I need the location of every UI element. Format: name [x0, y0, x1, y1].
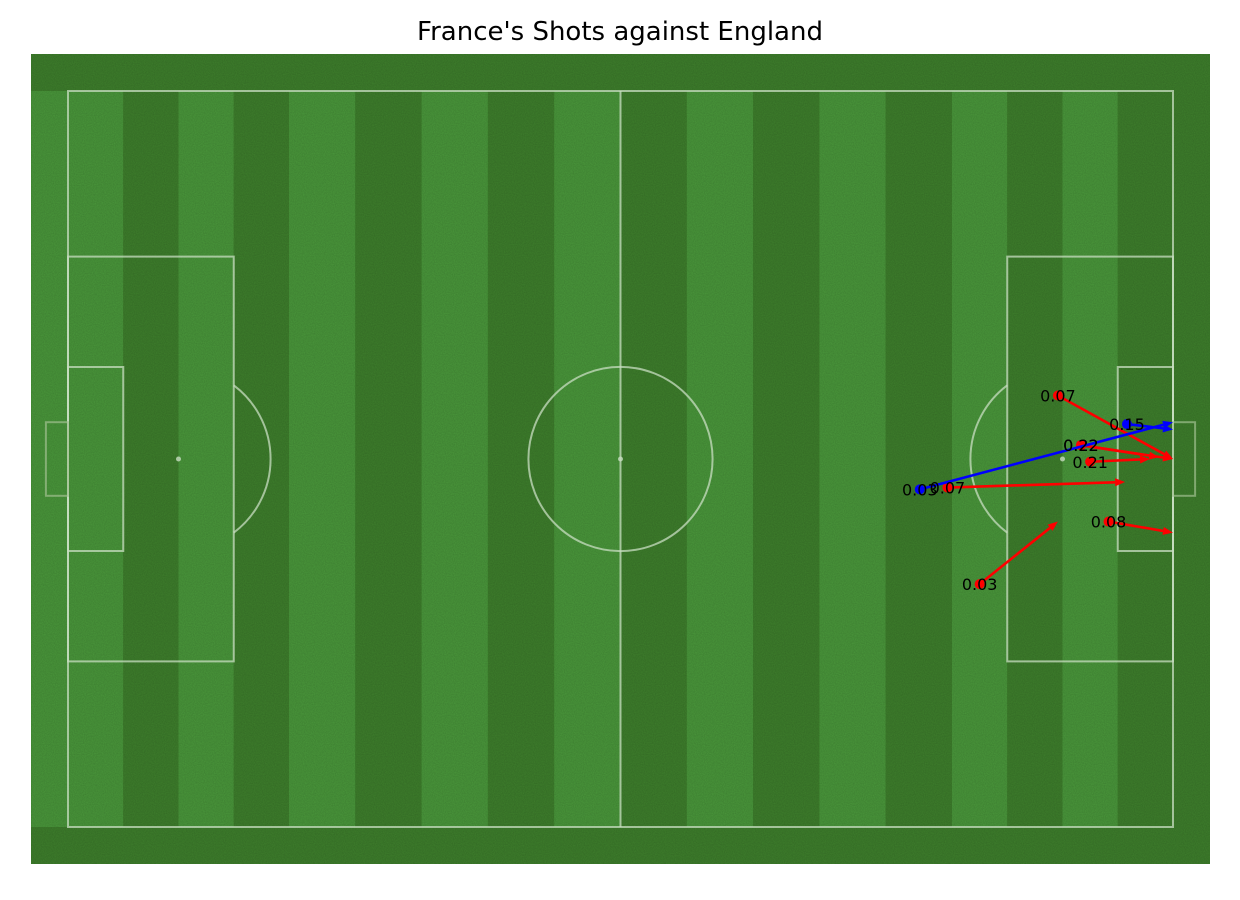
shot-arrow-1-1 [919, 423, 1164, 491]
shot-xg-label-0-4: 0.07 [930, 479, 966, 498]
shot-origin-point-1-0 [1121, 419, 1132, 430]
shot-xg-label-0-1: 0.22 [1063, 436, 1099, 455]
shot-labels-layer: 0.070.220.220.210.070.080.030.150.03 [902, 387, 1145, 595]
shot-origin-point-0-6 [974, 579, 985, 590]
shot-arrowhead-1-1 [1162, 420, 1173, 429]
shot-origin-point-0-0 [1052, 390, 1063, 401]
shot-arrowhead-0-2 [1162, 453, 1173, 462]
shot-xg-label-0-2: 0.22 [1063, 436, 1099, 455]
right-penalty-spot [1060, 456, 1065, 462]
left-goal [44, 421, 70, 497]
shot-xg-label-0-3: 0.21 [1072, 453, 1108, 472]
shot-origin-point-0-5 [1103, 516, 1114, 527]
shots-layer [914, 390, 1173, 590]
centre-circle [527, 365, 714, 553]
shot-xg-label-0-0: 0.07 [1040, 387, 1076, 406]
shot-xg-label-1-0: 0.15 [1109, 415, 1145, 434]
shot-arrowhead-0-4 [1114, 478, 1126, 487]
shot-arrow-0-5 [1108, 520, 1164, 533]
shot-xg-label-0-5: 0.08 [1091, 513, 1127, 532]
shot-arrow-0-0 [1057, 394, 1165, 456]
shot-arrow-0-3 [1090, 458, 1141, 464]
left-penalty-spot [176, 456, 181, 462]
shot-arrowhead-0-6 [1047, 521, 1058, 531]
shot-arrowhead-0-5 [1162, 526, 1173, 535]
shot-origin-point-0-3 [1085, 456, 1096, 467]
shot-arrow-0-6 [978, 526, 1051, 586]
shot-xg-label-0-6: 0.03 [962, 575, 998, 594]
chart-title: France's Shots against England [417, 17, 823, 47]
shot-arrowhead-0-3 [1139, 455, 1150, 464]
shot-arrow-0-2 [1080, 443, 1164, 459]
shot-arrow-0-4 [947, 481, 1116, 489]
centre-spot [618, 456, 623, 462]
left-penalty-arc [233, 384, 272, 534]
right-penalty-arc [969, 384, 1008, 534]
shot-origin-point-0-4 [942, 482, 953, 493]
shot-xg-label-1-1: 0.03 [902, 480, 938, 499]
shot-origin-point-1-1 [914, 484, 925, 495]
